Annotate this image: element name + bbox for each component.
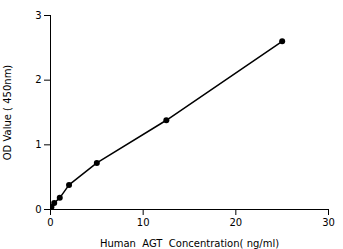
- svg-text:10: 10: [137, 217, 150, 228]
- svg-text:0: 0: [35, 204, 41, 215]
- svg-text:3: 3: [35, 10, 41, 21]
- svg-text:2: 2: [35, 74, 41, 85]
- svg-text:1: 1: [35, 139, 41, 150]
- svg-text:30: 30: [322, 217, 335, 228]
- svg-text:OD Value ( 450nm): OD Value ( 450nm): [2, 65, 13, 161]
- svg-text:Human AGT Concentration( ng/: Human AGT Concentration( ng/ml): [100, 238, 279, 249]
- svg-text:20: 20: [229, 217, 242, 228]
- svg-text:0: 0: [47, 217, 53, 228]
